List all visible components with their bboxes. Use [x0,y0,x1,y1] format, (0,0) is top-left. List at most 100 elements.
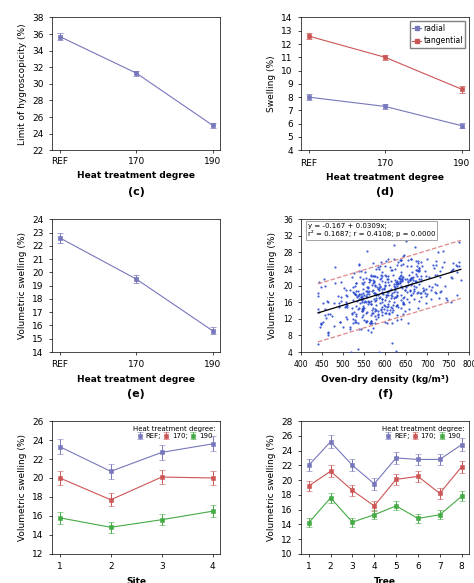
Point [403,262,410,271]
Point [448,273,456,283]
Point [406,275,414,285]
Point [326,309,334,318]
Point [404,318,411,328]
Point [392,283,399,292]
Point [410,284,418,293]
Point [402,237,410,246]
Point [363,291,370,300]
Point [390,287,398,297]
Point [397,268,404,277]
Point [356,259,363,269]
Point [355,266,363,276]
Point [396,276,404,286]
Point [407,261,415,270]
Point [322,314,329,323]
Point [397,270,405,279]
Point [413,278,420,287]
Point [373,294,380,303]
Point [341,303,348,312]
Point [361,297,368,306]
Point [355,304,362,314]
Point [408,255,415,264]
Point [359,285,367,294]
Point [448,265,456,275]
Point [384,272,392,281]
Point [406,274,413,283]
Point [434,247,442,257]
Point [378,272,385,281]
Point [429,260,437,269]
Point [396,278,404,287]
Point [368,318,375,327]
Point [376,282,384,292]
Point [367,317,374,326]
Point [359,301,367,311]
Point [385,309,393,318]
Point [385,296,392,305]
Point [352,286,359,296]
Point [415,266,423,275]
Point [346,322,354,331]
Point [377,281,384,290]
Point [379,307,386,317]
Point [378,294,386,303]
Point [336,298,343,308]
Point [402,282,410,291]
Point [407,273,415,283]
Point [402,283,410,292]
Point [412,282,420,292]
Point [331,262,338,272]
Point [416,296,423,305]
Point [409,272,417,282]
Point [363,273,370,283]
Point [376,298,384,308]
Point [396,255,404,264]
Point [349,287,357,297]
Point [438,262,446,272]
Point [422,298,429,308]
Point [364,282,372,292]
Point [383,287,391,296]
Point [377,258,385,267]
Point [374,285,382,294]
Point [356,298,364,307]
Point [399,284,406,293]
Point [367,272,374,281]
Point [439,246,447,255]
Point [384,277,392,286]
Point [356,324,363,333]
Point [391,276,399,285]
Point [422,285,429,294]
Point [447,273,455,282]
Point [419,283,427,292]
Point [370,289,378,298]
Point [378,289,386,298]
Point [344,301,351,310]
Point [398,275,406,284]
Point [358,306,366,315]
X-axis label: Heat treatment degree: Heat treatment degree [326,173,444,182]
Point [364,317,371,326]
Point [367,299,374,308]
Point [390,281,398,290]
Point [456,258,463,267]
Point [366,275,374,285]
Point [407,254,415,264]
Point [376,262,384,271]
Point [359,274,367,283]
Point [424,290,431,299]
Point [437,266,444,275]
Point [407,291,414,300]
Point [409,288,417,297]
Point [368,286,376,296]
Point [418,262,426,271]
Point [399,272,406,282]
Point [350,308,358,317]
Point [358,295,366,304]
Point [349,282,357,292]
Point [413,265,420,275]
Point [410,282,418,291]
Point [396,279,404,288]
Point [365,275,373,284]
Point [398,282,405,291]
